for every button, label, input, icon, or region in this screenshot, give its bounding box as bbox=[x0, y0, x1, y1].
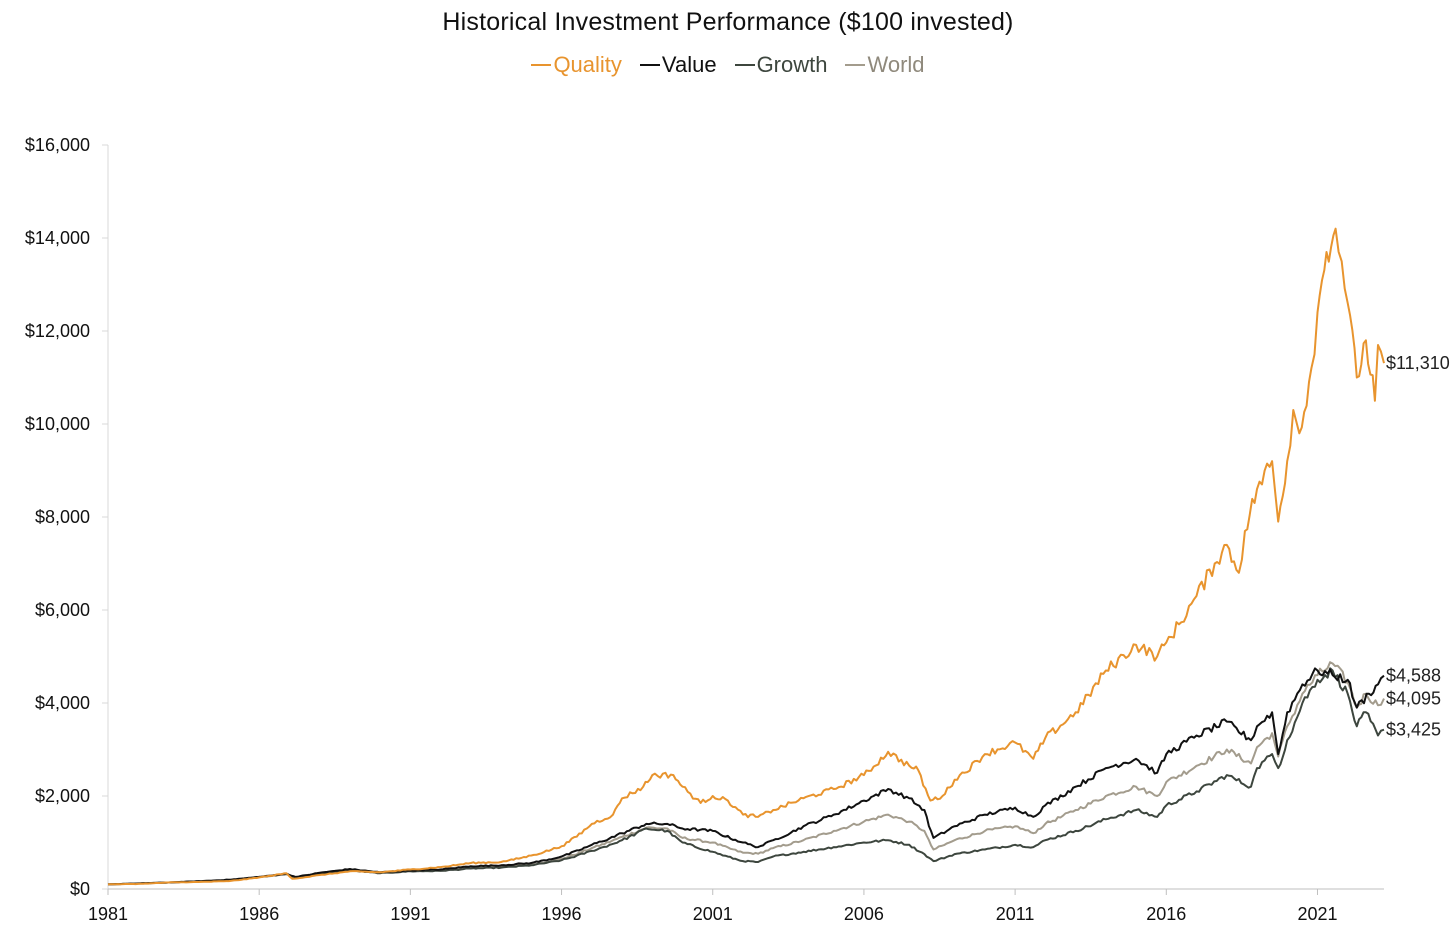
x-tick-label: 1996 bbox=[542, 904, 582, 924]
x-tick-label: 2016 bbox=[1146, 904, 1186, 924]
legend-label-growth: Growth bbox=[756, 52, 828, 77]
legend-item-value[interactable]: Value bbox=[639, 52, 717, 78]
end-label-world: $4,095 bbox=[1386, 689, 1441, 709]
legend-swatch-growth bbox=[734, 64, 755, 66]
y-tick-label: $2,000 bbox=[35, 786, 90, 806]
end-label-growth: $3,425 bbox=[1386, 720, 1441, 740]
x-tick-label: 1991 bbox=[390, 904, 430, 924]
x-tick-label: 2001 bbox=[693, 904, 733, 924]
y-tick-label: $4,000 bbox=[35, 693, 90, 713]
chart-legend: Quality Value Growth World bbox=[0, 52, 1456, 78]
legend-item-world[interactable]: World bbox=[845, 52, 925, 78]
legend-item-growth[interactable]: Growth bbox=[734, 52, 828, 78]
x-tick-label: 2011 bbox=[996, 904, 1035, 924]
x-tick-label: 2021 bbox=[1297, 904, 1337, 924]
legend-label-quality: Quality bbox=[553, 52, 622, 77]
legend-swatch-value bbox=[639, 64, 660, 66]
legend-label-world: World bbox=[867, 52, 925, 77]
x-tick-label: 2006 bbox=[844, 904, 884, 924]
series-line-world bbox=[107, 661, 1385, 886]
series-line-value bbox=[107, 667, 1385, 886]
legend-item-quality[interactable]: Quality bbox=[531, 52, 622, 78]
y-tick-label: $0 bbox=[70, 879, 90, 899]
end-label-quality: $11,310 bbox=[1386, 353, 1450, 373]
y-tick-label: $16,000 bbox=[25, 135, 90, 155]
y-tick-label: $12,000 bbox=[25, 321, 90, 341]
legend-label-value: Value bbox=[661, 52, 717, 77]
end-label-value: $4,588 bbox=[1386, 666, 1441, 686]
y-tick-label: $10,000 bbox=[25, 414, 90, 434]
x-tick-label: 1981 bbox=[88, 904, 128, 924]
x-tick-label: 1986 bbox=[239, 904, 279, 924]
legend-swatch-world bbox=[845, 64, 866, 66]
y-tick-label: $6,000 bbox=[35, 600, 90, 620]
y-tick-label: $8,000 bbox=[35, 507, 90, 527]
chart-title: Historical Investment Performance ($100 … bbox=[442, 8, 1014, 36]
y-tick-label: $14,000 bbox=[25, 228, 90, 248]
legend-swatch-quality bbox=[531, 64, 552, 66]
series-line-quality bbox=[107, 227, 1385, 886]
